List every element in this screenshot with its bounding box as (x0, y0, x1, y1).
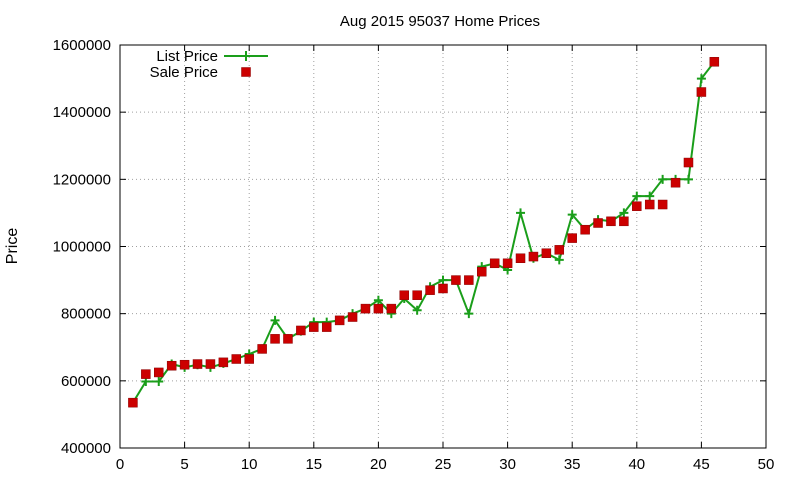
sale-price-point (683, 157, 694, 168)
sale-price-point (554, 245, 565, 255)
grid (120, 45, 766, 448)
sale-price-point (334, 315, 345, 326)
x-tick-label: 5 (180, 456, 188, 473)
sale-price-point (309, 322, 319, 332)
list-price-point (658, 174, 668, 184)
x-tick-label: 35 (564, 456, 581, 473)
sale-price-point (464, 275, 474, 285)
y-tick-label: 800000 (61, 306, 111, 323)
sale-price-point (192, 359, 203, 369)
sale-price-point (632, 201, 642, 211)
sale-price-point (257, 344, 267, 354)
sale-price-point (386, 303, 397, 314)
sale-price-point (489, 258, 500, 269)
list-price-point (619, 208, 629, 218)
sale-price-point (477, 266, 487, 277)
sale-price-point (709, 57, 720, 67)
y-tick-label: 1200000 (53, 171, 111, 188)
sale-price-point (451, 275, 461, 285)
x-tick-label: 15 (305, 456, 322, 473)
x-axis: 0 5 10 15 20 25 30 35 40 45 50 (116, 45, 775, 473)
sale-price-point (619, 216, 629, 227)
sale-price-point (166, 360, 177, 371)
list-price-point (683, 174, 693, 184)
sale-price-point (644, 199, 655, 210)
y-tick-label: 1600000 (53, 37, 111, 54)
sale-price-point (670, 177, 681, 188)
sale-price-point (606, 216, 616, 227)
sale-price-point (696, 87, 707, 97)
y-axis: 400000 600000 800000 1000000 1200000 1400000 1… (53, 37, 766, 457)
x-tick-label: 45 (693, 456, 710, 473)
legend-label-sale-price: Sale Price (150, 64, 218, 81)
sale-price-point (360, 303, 371, 314)
list-price-point (438, 275, 448, 285)
legend-marker-sale-price (241, 67, 251, 77)
sale-price-point (154, 367, 164, 378)
sale-price-point (128, 397, 138, 408)
sale-price-point (593, 218, 603, 228)
sale-price-point (231, 354, 242, 364)
list-price-point (554, 255, 564, 265)
sale-price-point (205, 359, 216, 369)
y-tick-label: 400000 (61, 440, 111, 457)
x-tick-label: 50 (758, 456, 775, 473)
sale-price-point (141, 369, 151, 379)
y-tick-label: 600000 (61, 373, 111, 390)
sale-price-point (567, 233, 577, 243)
sale-price-point (657, 199, 668, 210)
sale-price-point (244, 354, 254, 364)
list-price-point (464, 309, 474, 319)
x-tick-label: 10 (241, 456, 258, 473)
list-price-point (516, 208, 526, 218)
sale-price-point (580, 224, 590, 235)
list-price-line (132, 61, 716, 404)
sale-price-point (541, 248, 552, 258)
sale-price-point (412, 290, 422, 300)
x-tick-label: 40 (628, 456, 645, 473)
series-layer (128, 57, 720, 408)
sale-price-point (373, 303, 384, 314)
sale-price-point (438, 283, 448, 294)
y-axis-label: Price (4, 228, 21, 265)
x-tick-label: 25 (435, 456, 452, 473)
x-tick-label: 0 (116, 456, 124, 473)
x-tick-label: 30 (499, 456, 516, 473)
list-price-point (373, 295, 383, 305)
sale-price-point (502, 258, 513, 269)
sale-price-point (515, 253, 526, 264)
list-price-point (412, 305, 422, 315)
y-tick-label: 1400000 (53, 104, 111, 121)
sale-price-point (270, 334, 280, 344)
sale-price-point (218, 357, 229, 368)
list-price-point (154, 377, 164, 387)
sale-price-point (283, 334, 293, 344)
sale-price-point (321, 322, 332, 332)
legend: List Price Sale Price (150, 48, 268, 81)
y-tick-label: 1000000 (53, 239, 111, 256)
list-price-point (270, 315, 280, 325)
legend-marker-list-price (241, 51, 251, 61)
list-price-point (696, 74, 706, 84)
x-tick-label: 20 (370, 456, 387, 473)
sale-price-point (347, 312, 358, 322)
sale-price-point (528, 251, 539, 262)
list-price-point (632, 191, 642, 201)
sale-price-point (179, 359, 190, 370)
sale-price-point (399, 290, 409, 300)
list-price-point (645, 191, 655, 201)
sale-price-point (425, 285, 435, 295)
list-price-point (567, 210, 577, 220)
sale-price-point (296, 325, 306, 336)
chart-title: Aug 2015 95037 Home Prices (340, 13, 540, 30)
legend-label-list-price: List Price (156, 48, 218, 65)
